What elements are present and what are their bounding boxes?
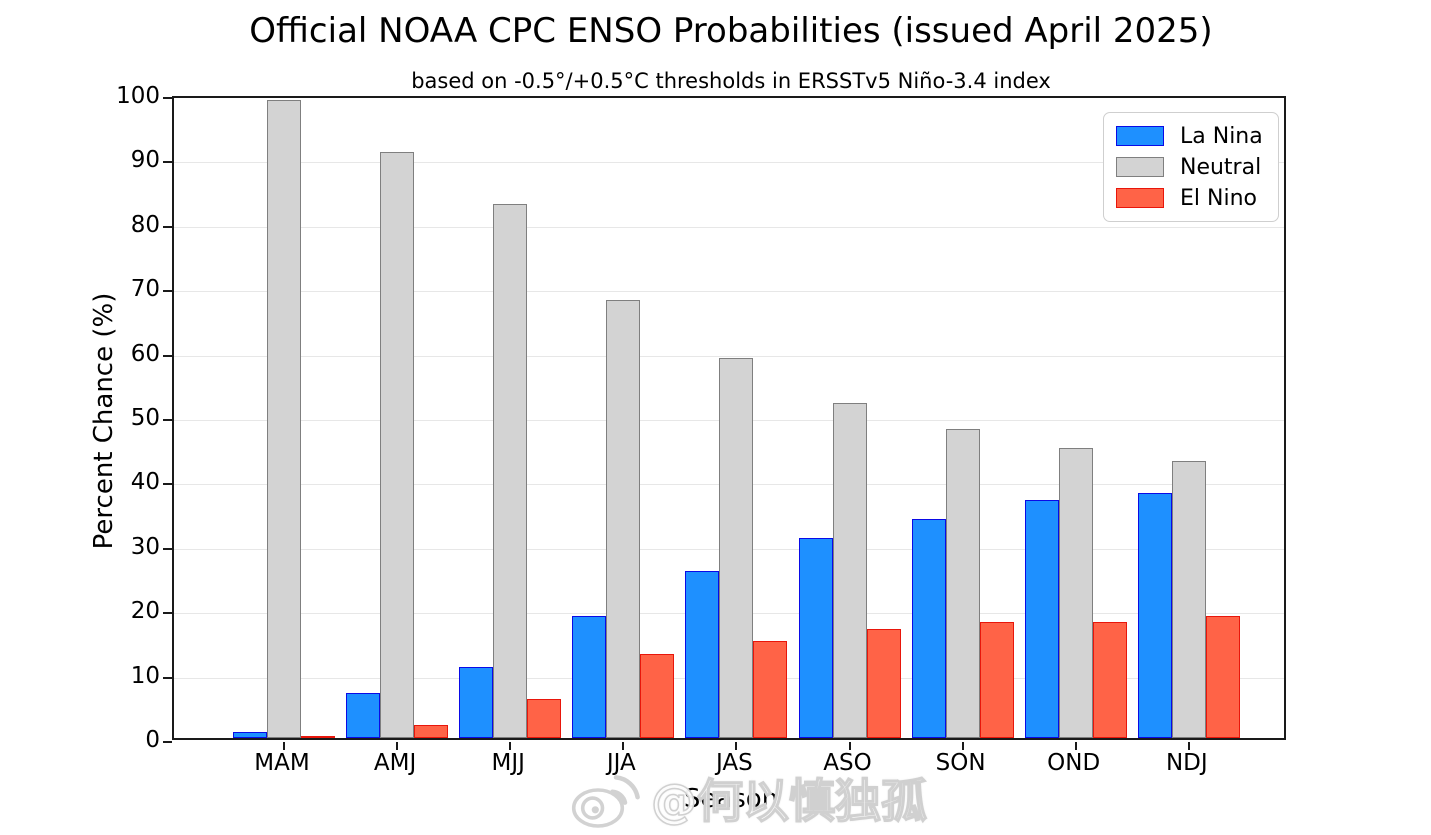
legend-swatch-el-nino (1116, 188, 1164, 208)
chart-subtitle: based on -0.5°/+0.5°C thresholds in ERSS… (411, 69, 1051, 93)
x-tick-label-ndj: NDJ (1165, 750, 1208, 776)
legend-label-la-nina: La Nina (1180, 123, 1263, 149)
x-tick-ond (1074, 742, 1077, 750)
x-tick-aso (848, 742, 851, 750)
x-tick-label-jja: JJA (606, 750, 636, 776)
bar-neutral-aso (832, 403, 867, 738)
bar-la-nina-son (911, 519, 946, 738)
gridline-70 (174, 291, 1284, 293)
y-tick-60 (163, 354, 172, 357)
x-tick-label-jas: JAS (716, 750, 753, 776)
y-tick-20 (163, 612, 172, 615)
gridline-80 (174, 226, 1284, 228)
legend: La Nina Neutral El Nino (1103, 112, 1279, 222)
x-tick-label-amj: AMJ (373, 750, 417, 776)
y-tick-label-90: 90 (130, 147, 160, 174)
y-tick-10 (163, 676, 172, 679)
bar-el-nino-jas (753, 641, 788, 738)
y-tick-label-0: 0 (145, 727, 160, 753)
bar-el-nino-son (979, 622, 1014, 738)
bar-la-nina-jas (685, 570, 720, 738)
bar-el-nino-mjj (527, 699, 562, 738)
bar-el-nino-mam (301, 736, 335, 738)
bar-neutral-mjj (493, 203, 528, 738)
y-tick-label-60: 60 (130, 340, 160, 367)
gridline-60 (174, 355, 1284, 357)
y-tick-label-40: 40 (130, 469, 160, 496)
bar-el-nino-ond (1092, 622, 1127, 738)
bar-la-nina-aso (798, 538, 833, 738)
y-tick-90 (163, 161, 172, 164)
y-tick-label-30: 30 (130, 533, 160, 560)
bar-la-nina-mjj (459, 667, 494, 738)
y-tick-80 (163, 225, 172, 228)
bar-la-nina-jja (572, 615, 607, 738)
y-tick-70 (163, 290, 172, 293)
bar-neutral-son (945, 428, 980, 738)
x-axis-label: Season (683, 784, 779, 814)
bar-el-nino-amj (414, 725, 449, 738)
x-tick-jas (735, 742, 738, 750)
bar-el-nino-jja (640, 654, 675, 738)
x-tick-son (961, 742, 964, 750)
bar-neutral-ond (1058, 448, 1093, 738)
bar-neutral-jja (606, 300, 641, 738)
y-tick-30 (163, 547, 172, 550)
bar-el-nino-aso (866, 628, 901, 738)
y-tick-label-70: 70 (130, 276, 160, 303)
x-tick-label-son: SON (935, 750, 986, 776)
x-tick-jja (622, 742, 625, 750)
legend-item-la-nina: La Nina (1116, 122, 1266, 150)
y-tick-label-100: 100 (116, 83, 160, 109)
x-tick-ndj (1187, 742, 1190, 750)
y-tick-label-80: 80 (130, 211, 160, 238)
bar-el-nino-ndj (1205, 615, 1240, 738)
legend-item-neutral: Neutral (1116, 153, 1266, 181)
y-tick-label-50: 50 (130, 405, 160, 431)
bar-la-nina-ond (1024, 499, 1059, 738)
bar-neutral-jas (719, 358, 754, 738)
x-tick-amj (396, 742, 399, 750)
x-tick-mjj (509, 742, 512, 750)
y-tick-50 (163, 419, 172, 421)
x-tick-label-ond: OND (1047, 750, 1101, 776)
bar-la-nina-ndj (1137, 493, 1172, 738)
bar-neutral-ndj (1171, 461, 1206, 738)
bar-neutral-mam (267, 100, 301, 738)
chart-title: Official NOAA CPC ENSO Probabilities (is… (249, 11, 1213, 51)
legend-swatch-la-nina (1116, 126, 1164, 146)
legend-item-el-nino: El Nino (1116, 184, 1266, 212)
x-tick-label-aso: ASO (823, 750, 872, 776)
y-tick-0 (163, 741, 172, 743)
gridline-90 (174, 162, 1284, 164)
legend-swatch-neutral (1116, 157, 1164, 177)
bar-la-nina-mam (233, 731, 267, 738)
legend-label-el-nino: El Nino (1180, 185, 1257, 211)
legend-label-neutral: Neutral (1180, 154, 1262, 180)
y-tick-100 (163, 97, 172, 99)
x-tick-label-mjj: MJJ (491, 750, 525, 776)
y-tick-label-20: 20 (130, 598, 160, 625)
bar-la-nina-amj (346, 692, 381, 738)
bar-neutral-amj (380, 152, 415, 738)
y-tick-label-10: 10 (130, 662, 160, 689)
x-tick-mam (283, 742, 285, 750)
x-tick-label-mam: MAM (254, 750, 310, 776)
y-tick-40 (163, 483, 172, 486)
plot-area (163, 96, 1286, 750)
